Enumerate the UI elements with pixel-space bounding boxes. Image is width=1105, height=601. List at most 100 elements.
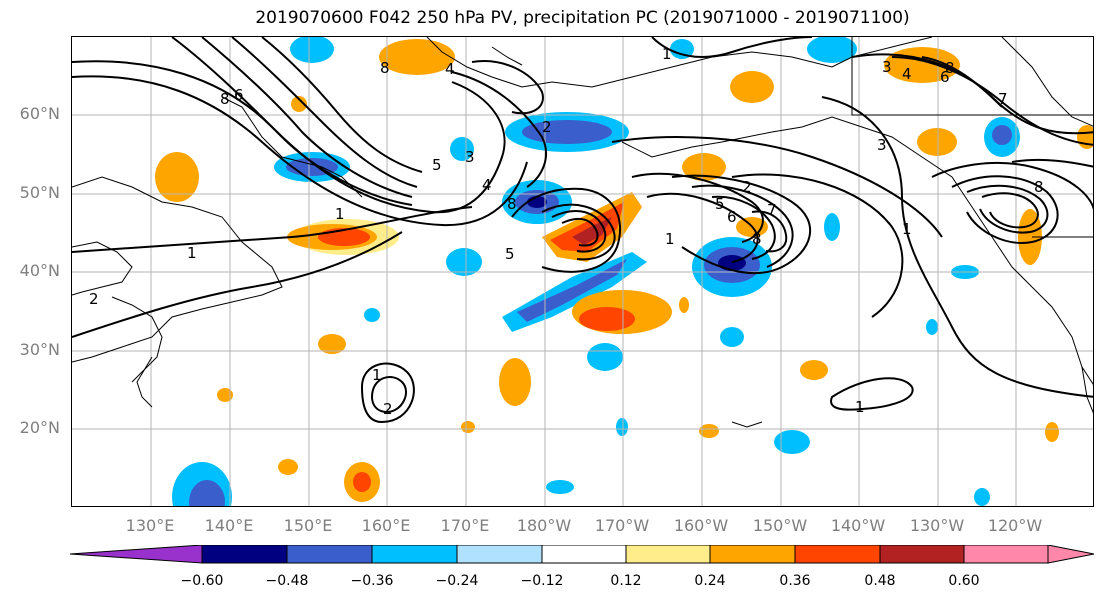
precip-anomaly-positive — [1018, 209, 1042, 265]
contour-label: 2 — [542, 118, 552, 136]
precip-anomaly-negative — [450, 137, 474, 161]
contour-label: 1 — [335, 205, 345, 223]
contour-label: 8 — [380, 59, 390, 77]
colorbar-segment — [709, 545, 796, 564]
precip-anomaly-negative — [718, 255, 746, 271]
precip-anomaly-positive — [917, 128, 957, 156]
map-panel: 8 4 8 6 2 3 5 4 1 1 2 8 5 2 5 6 7 8 1 1 … — [71, 36, 1094, 507]
pv-contours — [72, 37, 1093, 424]
precip-anomaly-negative — [992, 125, 1012, 145]
colorbar-segment — [879, 545, 965, 564]
precip-anomaly-positive — [291, 96, 307, 112]
contour-label: 6 — [234, 86, 244, 104]
contour-label: 5 — [432, 156, 442, 174]
lat-label: 30°N — [19, 340, 60, 359]
contour-label: 8 — [220, 90, 230, 108]
precip-anomaly-negative — [587, 343, 623, 371]
contour-label: 5 — [715, 195, 725, 213]
precip-anomaly-negative — [670, 39, 694, 59]
precip-anomaly-positive — [679, 297, 689, 313]
colorbar-tick-label: 0.24 — [694, 573, 726, 589]
lat-label: 50°N — [19, 183, 60, 202]
precip-anomaly-negative — [616, 418, 628, 436]
precip-anomaly-positive — [682, 153, 726, 181]
contour-label: 2 — [383, 400, 393, 418]
lat-label: 20°N — [19, 418, 60, 437]
contour-label: 2 — [89, 290, 99, 308]
map-canvas: 8 4 8 6 2 3 5 4 1 1 2 8 5 2 5 6 7 8 1 1 … — [72, 37, 1093, 506]
contour-label: 8 — [945, 59, 955, 77]
precip-anomaly-negative — [189, 480, 225, 506]
precip-anomaly-positive — [155, 152, 199, 202]
contour-label: 4 — [902, 65, 912, 83]
lon-label: 120°W — [987, 516, 1043, 535]
contour-label: 1 — [665, 230, 675, 248]
precip-anomaly-negative — [720, 327, 744, 347]
colorbar-segment — [625, 545, 711, 564]
precip-anomaly-positive — [379, 39, 455, 75]
colorbar-segment — [286, 545, 373, 564]
contour-label: 2 — [742, 178, 752, 196]
contour-label: 6 — [727, 208, 737, 226]
precip-anomaly-negative — [824, 213, 840, 241]
colorbar-tick-label: 0.36 — [779, 573, 811, 589]
precip-anomaly-positive — [1045, 422, 1059, 442]
contour-label: 4 — [482, 176, 492, 194]
contour-label: 7 — [998, 90, 1008, 108]
lat-label: 60°N — [19, 104, 60, 123]
precip-anomaly-positive — [730, 71, 774, 103]
lon-label: 160°W — [673, 516, 729, 535]
precip-anomaly-positive — [699, 424, 719, 438]
lon-label: 150°W — [752, 516, 808, 535]
lon-label: 170°W — [594, 516, 650, 535]
contour-label: 1 — [372, 366, 382, 384]
precip-anomaly-negative — [446, 248, 482, 276]
contour-label: 1 — [902, 220, 912, 238]
colorbar-tick-label: 0.60 — [948, 573, 980, 589]
precip-anomaly-positive — [461, 421, 475, 433]
contour-label: 4 — [445, 60, 455, 78]
precip-anomaly-negative — [364, 308, 380, 322]
contour-label: 8 — [1034, 178, 1044, 196]
precip-anomaly-negative — [926, 319, 938, 335]
colorbar-tick-label: −0.60 — [180, 573, 224, 589]
precip-anomaly-positive — [579, 307, 635, 331]
contour-label: 5 — [505, 245, 515, 263]
precip-anomaly-positive — [217, 388, 233, 402]
precip-anomaly-negative — [807, 37, 857, 63]
contour-label: 3 — [465, 148, 475, 166]
contour-labels: 8 4 8 6 2 3 5 4 1 1 2 8 5 2 5 6 7 8 1 1 … — [89, 45, 1044, 418]
precip-anomaly-negative — [522, 120, 612, 144]
lon-label: 160°E — [361, 516, 411, 535]
precip-anomaly-positive — [353, 472, 371, 492]
lon-label: 170°E — [440, 516, 490, 535]
contour-label: 3 — [882, 58, 892, 76]
colorbar-segment — [963, 545, 1049, 564]
contour-label: 6 — [940, 68, 950, 86]
lon-label: 140°W — [830, 516, 886, 535]
lon-label: 130°W — [909, 516, 965, 535]
colorbar-tick-label: −0.36 — [350, 573, 394, 589]
contour-label: 7 — [767, 201, 777, 219]
lon-label: 180°W — [516, 516, 572, 535]
colorbar-tick-label: −0.24 — [435, 573, 479, 589]
contour-label: 8 — [507, 195, 517, 213]
colorbar-segment — [371, 545, 458, 564]
contour-label: 8 — [752, 230, 762, 248]
colorbar-segment — [541, 545, 627, 564]
precip-anomaly-negative — [774, 430, 810, 454]
precip-anomaly-positive — [278, 459, 298, 475]
colorbar-tick-label: −0.12 — [520, 573, 564, 589]
colorbar-segment — [456, 545, 543, 564]
contour-label: 1 — [662, 45, 672, 63]
lat-label: 40°N — [19, 261, 60, 280]
colorbar-extend-high — [1047, 545, 1095, 564]
colorbar-segment — [794, 545, 881, 564]
precip-anomaly-positive — [318, 334, 346, 354]
map-title: 2019070600 F042 250 hPa PV, precipitatio… — [255, 8, 910, 28]
precip-anomaly-positive — [499, 358, 531, 406]
contour-label: 1 — [855, 398, 865, 416]
precip-anomaly-positive — [800, 360, 828, 380]
colorbar — [69, 545, 1095, 564]
colorbar-tick-label: 0.12 — [610, 573, 642, 589]
